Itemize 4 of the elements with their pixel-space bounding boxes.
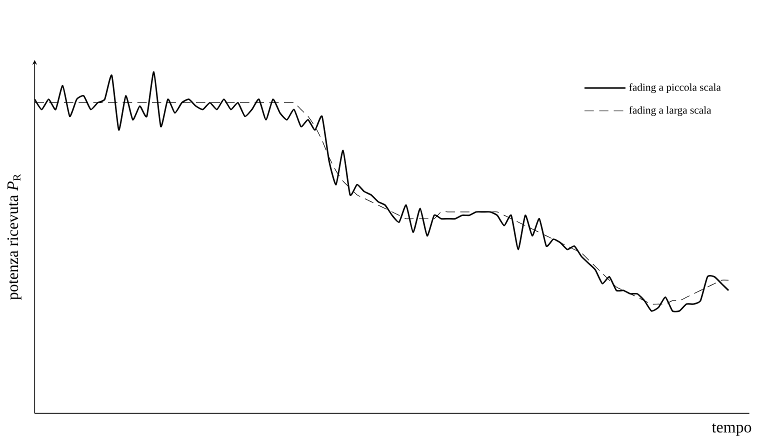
legend-label: fading a larga scala — [629, 106, 712, 116]
legend-label: fading a piccola scala — [629, 83, 721, 94]
y-axis-title: potenza ricevuta P$_{R}$ — [7, 174, 22, 300]
x-axis-title: tempo — [712, 423, 752, 436]
